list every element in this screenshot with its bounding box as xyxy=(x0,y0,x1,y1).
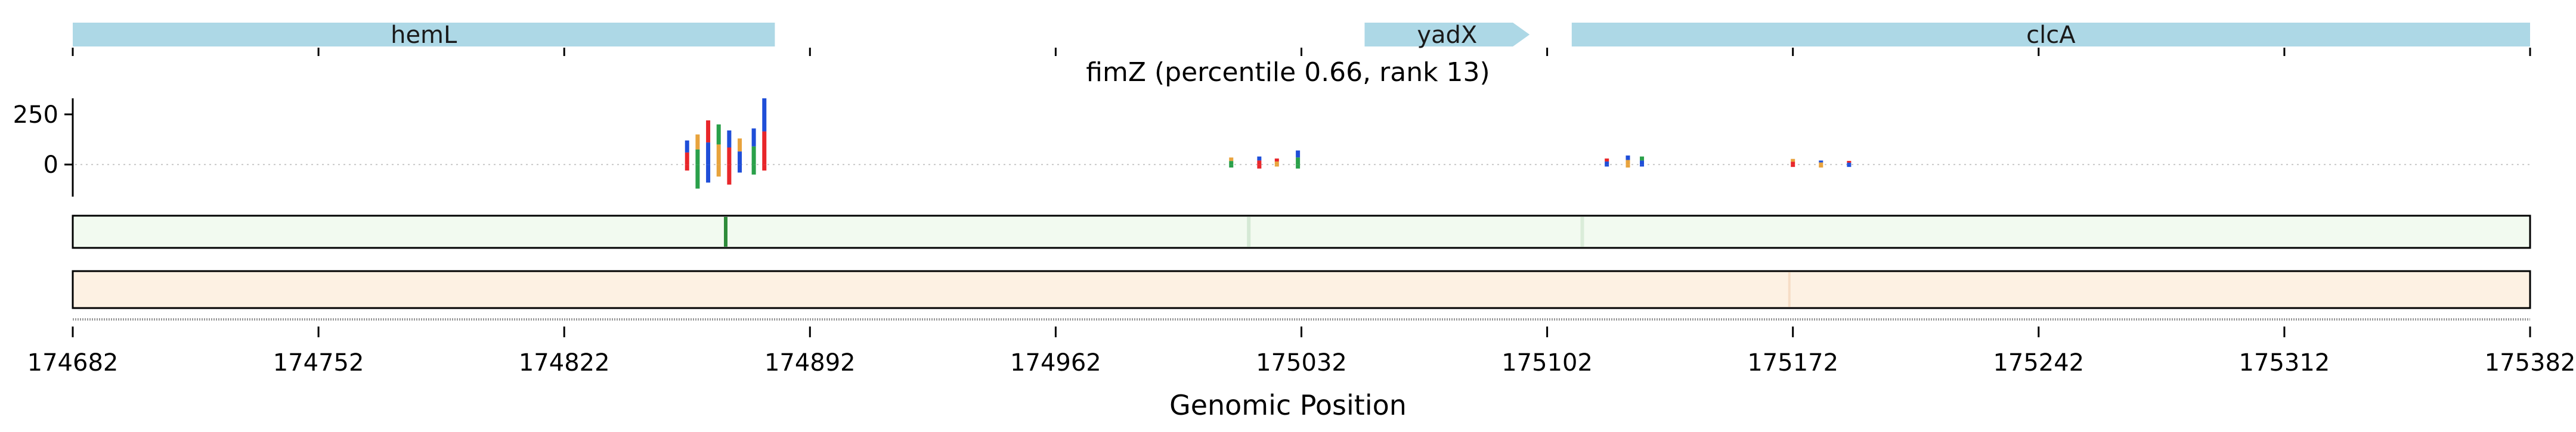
x-tick-label: 174962 xyxy=(1010,349,1101,377)
sequence-frame xyxy=(72,270,2531,309)
logo-glyph xyxy=(1626,155,1630,160)
gene-hemL xyxy=(73,23,775,46)
x-axis-label: Genomic Position xyxy=(1169,389,1407,421)
logo-glyph xyxy=(706,142,711,165)
logo-track xyxy=(64,98,2530,197)
logo-glyph-negative xyxy=(738,164,742,173)
logo-glyph-negative xyxy=(762,164,767,171)
x-tick-label: 175172 xyxy=(1747,349,1838,377)
chart-title: fimZ (percentile 0.66, rank 13) xyxy=(1086,57,1490,88)
logo-glyph xyxy=(716,124,721,145)
logo-glyph xyxy=(685,152,689,165)
logo-glyph-negative xyxy=(1847,164,1852,167)
logo-glyph xyxy=(1274,158,1279,162)
gene-clcA xyxy=(1571,23,2530,46)
logo-glyph xyxy=(1605,161,1609,165)
sequence-mark xyxy=(1788,272,1791,307)
x-tick-label: 175312 xyxy=(2239,349,2330,377)
logo-glyph-negative xyxy=(685,164,689,171)
logo-glyph-negative xyxy=(706,164,711,183)
logo-glyph xyxy=(1819,160,1823,163)
logo-glyph xyxy=(716,144,721,165)
x-axis: 174682 174752 174822 174892 174962 17503… xyxy=(27,327,2576,377)
logo-glyph-negative xyxy=(1296,164,1301,169)
logo-glyph xyxy=(1640,156,1645,161)
logo-glyph-negative xyxy=(1229,164,1234,168)
logo-glyph xyxy=(751,128,756,147)
gene-label-yadX: yadX xyxy=(1417,21,1477,49)
logo-glyph xyxy=(1229,161,1234,165)
sequence-track xyxy=(72,270,2531,321)
logo-glyph xyxy=(706,120,711,143)
logo-y-axis: 250 0 xyxy=(13,101,58,179)
x-tick-label: 175382 xyxy=(2485,349,2576,377)
attribution-mark xyxy=(1247,217,1251,247)
logo-glyph xyxy=(1605,158,1609,162)
logo-glyph xyxy=(1847,161,1852,163)
logo-glyph xyxy=(695,149,700,165)
logo-glyph-negative xyxy=(751,164,756,175)
logo-glyph xyxy=(751,146,756,165)
x-tick-label: 175032 xyxy=(1256,349,1347,377)
gene-label-clcA: clcA xyxy=(2026,21,2076,49)
logo-glyph xyxy=(738,138,742,152)
logo-glyph-negative xyxy=(727,164,732,185)
x-tick-label: 175242 xyxy=(1993,349,2084,377)
logo-glyph xyxy=(1296,150,1301,158)
logo-glyph xyxy=(1626,160,1630,165)
logo-glyph xyxy=(1791,158,1795,162)
logo-glyph-negative xyxy=(1274,164,1279,167)
logo-glyph xyxy=(1257,160,1262,165)
logo-glyph xyxy=(1640,160,1645,165)
logo-glyph-negative xyxy=(1640,164,1645,167)
x-tick-label: 174892 xyxy=(764,349,856,377)
gene-track: hemL yadX clcA xyxy=(73,21,2530,49)
x-tick-label: 174752 xyxy=(273,349,364,377)
logo-glyph-negative xyxy=(1257,164,1262,169)
logo-glyph xyxy=(1257,156,1262,161)
logo-ytick-label: 0 xyxy=(44,151,58,179)
logo-glyph xyxy=(727,147,732,165)
logo-ytick-label: 250 xyxy=(13,101,58,129)
logo-glyph xyxy=(695,134,700,150)
x-tick-label: 174822 xyxy=(519,349,610,377)
logo-glyph xyxy=(738,151,742,165)
attribution-frame xyxy=(72,215,2531,249)
attribution-mark xyxy=(1580,217,1584,247)
logo-glyph-negative xyxy=(716,164,721,177)
logo-glyph xyxy=(762,98,767,132)
logo-glyph-negative xyxy=(1605,164,1609,167)
attribution-track xyxy=(72,215,2531,249)
logo-glyph-negative xyxy=(1626,164,1630,168)
logo-glyph xyxy=(1819,162,1823,165)
attribution-mark xyxy=(724,217,728,247)
logo-glyph xyxy=(1229,157,1234,161)
logo-glyph xyxy=(727,130,732,148)
logo-glyph xyxy=(1296,157,1301,165)
logo-glyph-negative xyxy=(1791,164,1795,167)
logo-glyph xyxy=(1847,163,1852,165)
gene-axis-ticks xyxy=(72,48,2531,56)
gene-yadX xyxy=(1364,23,1530,46)
gene-label-hemL: hemL xyxy=(391,21,457,49)
x-tick-label: 174682 xyxy=(27,349,119,377)
x-tick-label: 175102 xyxy=(1501,349,1593,377)
logo-glyph-negative xyxy=(695,164,700,189)
logo-glyph xyxy=(1274,161,1279,165)
logo-glyph-negative xyxy=(1819,164,1823,168)
logo-glyph xyxy=(762,131,767,165)
logo-glyph xyxy=(685,140,689,153)
logo-glyph xyxy=(1791,161,1795,165)
